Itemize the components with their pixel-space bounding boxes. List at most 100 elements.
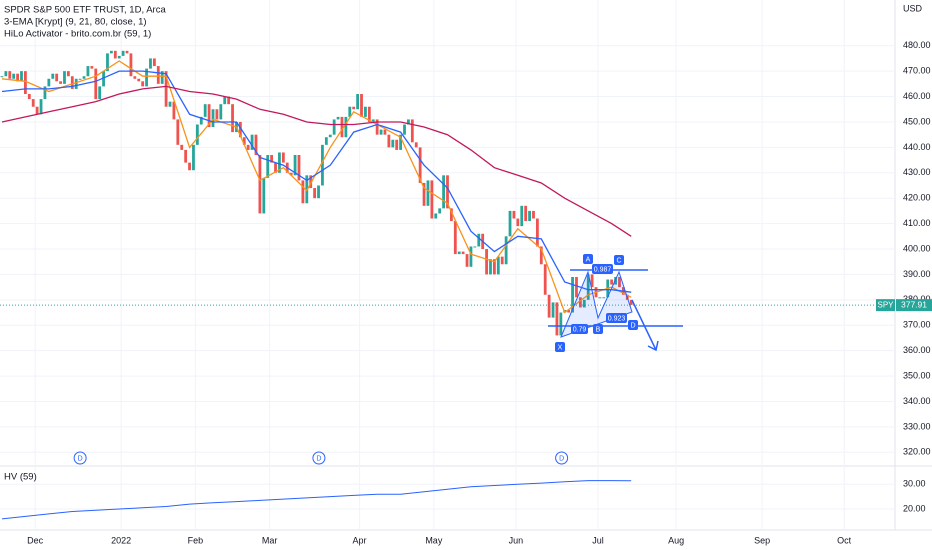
candle [121, 50, 125, 56]
candle [78, 78, 82, 80]
pattern-label-box [628, 320, 638, 330]
candle [571, 276, 574, 313]
x-tick-label: Dec [27, 535, 44, 545]
candle [227, 96, 231, 105]
candle [410, 119, 414, 143]
y-tick-label: 480.00 [903, 40, 931, 50]
candle [575, 276, 578, 298]
candle [317, 185, 320, 199]
pattern-label: A [586, 256, 591, 263]
candle [434, 213, 438, 219]
candle [207, 104, 211, 128]
candle [348, 106, 352, 117]
pattern-label: D [630, 322, 635, 329]
candle [242, 137, 246, 145]
candle [117, 55, 121, 59]
candle [63, 71, 66, 84]
candle [524, 205, 528, 222]
y-tick-label: 320.00 [903, 447, 931, 457]
dividend-marker [73, 451, 87, 465]
candle [328, 134, 332, 138]
x-tick-label: Sep [754, 535, 770, 545]
candle [403, 124, 406, 135]
marks [0, 50, 895, 520]
candle [473, 246, 477, 248]
candle [39, 99, 43, 115]
candle [164, 71, 168, 107]
y-tick-label: 440.00 [903, 142, 931, 152]
hv-line [1, 480, 632, 520]
pattern-label-box [606, 313, 627, 323]
candle [383, 129, 387, 135]
candle [379, 129, 383, 135]
candle [364, 106, 367, 117]
pattern-label: 0.79 [573, 326, 587, 333]
candle [238, 121, 242, 138]
y-tick-label: 350.00 [903, 370, 931, 380]
y-tick-label: 370.00 [903, 320, 931, 330]
candle [602, 297, 606, 299]
candle [578, 297, 582, 308]
candle [590, 274, 594, 288]
pattern: X A B C D 0.79 0.987 0.923 [548, 254, 683, 352]
candle [133, 76, 137, 79]
candle [532, 210, 535, 219]
candle [336, 116, 340, 120]
candle [629, 299, 633, 305]
candle [24, 71, 27, 95]
candle [344, 116, 348, 138]
candle [453, 221, 457, 255]
candle [438, 208, 442, 214]
candle [551, 302, 555, 318]
candle [395, 139, 399, 150]
candle [418, 147, 422, 183]
candle [309, 175, 313, 189]
candle [321, 144, 324, 186]
candle [149, 58, 152, 69]
ema-line [1, 70, 632, 293]
x-tick-label: Mar [262, 535, 278, 545]
y-tick-label: 400.00 [903, 243, 931, 253]
candle [598, 297, 602, 299]
candle [492, 259, 496, 275]
candle [199, 116, 203, 125]
pattern-label-box [593, 324, 603, 334]
y-tick-label: 420.00 [903, 193, 931, 203]
candle [184, 149, 188, 163]
candle [254, 134, 258, 155]
candle [219, 104, 223, 120]
candle [51, 73, 55, 79]
pattern-label-box [571, 324, 588, 334]
ema-line [1, 60, 632, 314]
candle [465, 254, 469, 267]
indicator-label: HiLo Activator - brito.com.br (59, 1) [4, 29, 151, 40]
pattern-label-box [614, 255, 624, 265]
candle [293, 155, 297, 176]
candle [446, 175, 449, 209]
candle [8, 71, 12, 79]
candle [16, 73, 19, 82]
candle [442, 175, 445, 209]
x-tick-label: Oct [837, 535, 852, 545]
candle [469, 246, 473, 267]
pattern-arrow [631, 299, 657, 351]
x-tick-label: Jun [509, 535, 524, 545]
candle [102, 71, 105, 87]
candle [371, 119, 375, 122]
candle [360, 94, 363, 117]
candle [192, 144, 195, 171]
candle [129, 53, 133, 77]
candle [356, 94, 360, 110]
currency-label: USD [903, 3, 923, 13]
candle [586, 274, 590, 300]
candle [31, 99, 35, 107]
symbol-label: SPY [877, 300, 894, 309]
x-tick-label: May [425, 535, 443, 545]
candle [152, 58, 156, 67]
candle [387, 134, 391, 148]
candle [231, 104, 234, 133]
candle [301, 180, 305, 204]
y-tick-label: 330.00 [903, 421, 931, 431]
candle [125, 50, 129, 54]
